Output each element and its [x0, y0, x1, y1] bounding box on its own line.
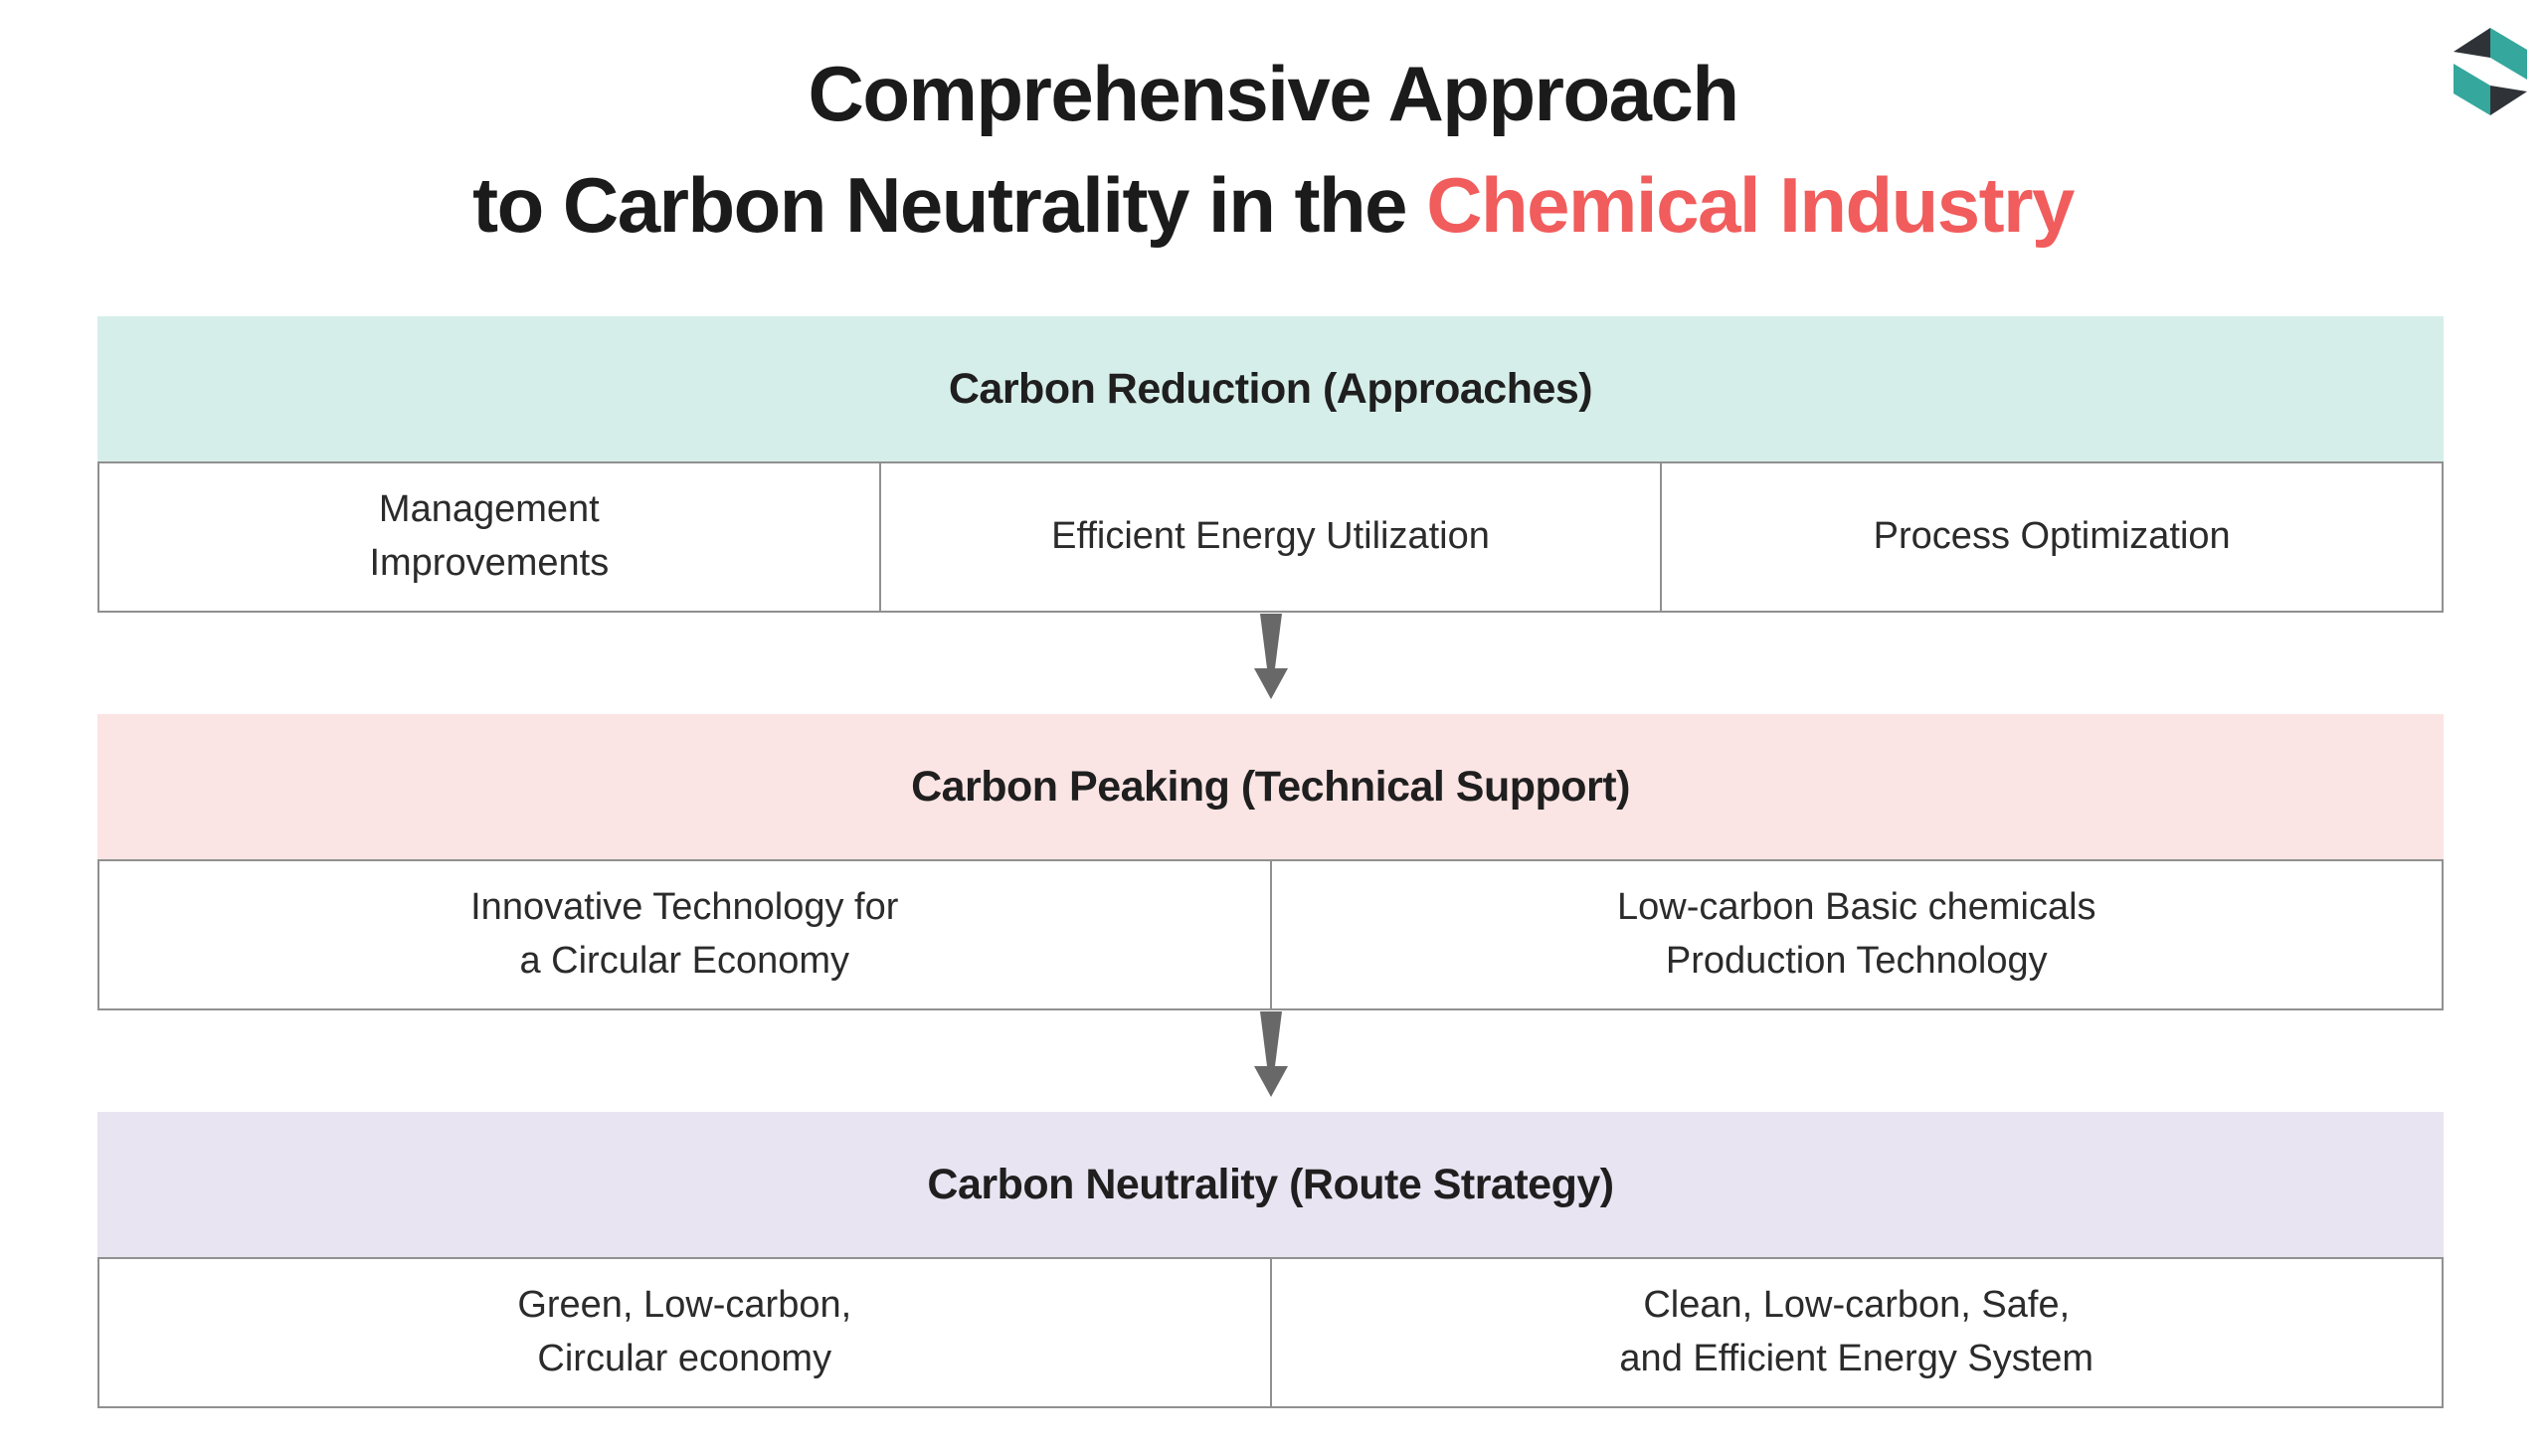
cell-low-carbon-basic-chemicals: Low-carbon Basic chemicals Production Te… [1269, 861, 2443, 1008]
down-arrow-icon [1253, 1011, 1288, 1097]
page-title-line2-prefix: to Carbon Neutrality in the [472, 161, 1427, 249]
section-row-carbon-neutrality: Green, Low-carbon, Circular economy Clea… [97, 1257, 2444, 1408]
section-header-carbon-neutrality: Carbon Neutrality (Route Strategy) [97, 1112, 2444, 1257]
cell-efficient-energy-utilization: Efficient Energy Utilization [878, 463, 1661, 611]
carbon-flow-diagram: Carbon Reduction (Approaches) Management… [97, 316, 2444, 1408]
flow-arrow-2 [97, 1010, 2444, 1112]
section-header-carbon-reduction: Carbon Reduction (Approaches) [97, 316, 2444, 461]
page-title-highlight: Chemical Industry [1426, 161, 2075, 249]
hexagon-cube-logo-icon [2449, 26, 2532, 117]
cell-innovative-technology-circular-economy: Innovative Technology for a Circular Eco… [470, 886, 899, 982]
section-row-carbon-peaking: Innovative Technology for a Circular Eco… [97, 859, 2444, 1010]
page-title-line1: Comprehensive Approach [808, 50, 1740, 137]
cell-green-low-carbon-circular-economy: Green, Low-carbon, Circular economy [517, 1284, 852, 1379]
down-arrow-icon [1253, 614, 1288, 699]
cell-clean-low-carbon-safe-energy-system: Clean, Low-carbon, Safe, and Efficient E… [1269, 1259, 2443, 1406]
section-header-carbon-peaking: Carbon Peaking (Technical Support) [97, 714, 2444, 859]
page-title: Comprehensive Approach to Carbon Neutral… [0, 38, 2546, 261]
cell-process-optimization: Process Optimization [1660, 463, 2442, 611]
page-title-line2: to Carbon Neutrality in the Chemical Ind… [0, 149, 2546, 261]
section-row-carbon-reduction: Management Improvements Efficient Energy… [97, 461, 2444, 613]
cell-management-improvements: Management Improvements [369, 488, 610, 584]
flow-arrow-1 [97, 613, 2444, 714]
